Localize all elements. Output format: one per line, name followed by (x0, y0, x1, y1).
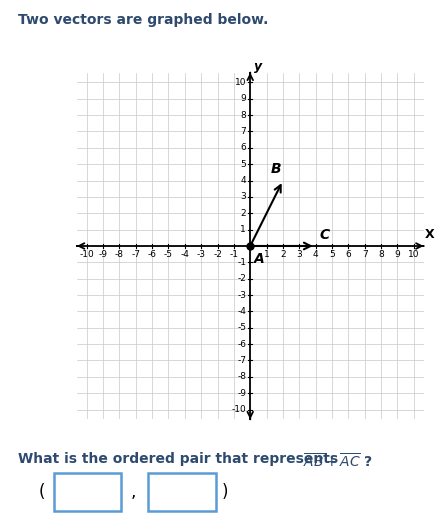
Text: ,: , (131, 483, 136, 501)
FancyBboxPatch shape (148, 473, 215, 511)
Text: -1: -1 (237, 258, 246, 267)
Text: C: C (319, 228, 329, 242)
Text: X: X (424, 228, 433, 241)
Text: -5: -5 (163, 250, 173, 259)
Text: 8: 8 (240, 111, 246, 120)
Text: y: y (253, 60, 261, 72)
Text: A: A (253, 252, 264, 266)
Text: 2: 2 (240, 209, 246, 218)
Text: 7: 7 (240, 127, 246, 136)
Text: 6: 6 (240, 143, 246, 152)
Text: ): ) (222, 483, 228, 501)
Text: -5: -5 (237, 323, 246, 332)
Text: -3: -3 (237, 290, 246, 299)
Text: -6: -6 (237, 340, 246, 349)
Text: -6: -6 (147, 250, 156, 259)
Text: 1: 1 (240, 225, 246, 234)
Text: -7: -7 (131, 250, 140, 259)
Text: -9: -9 (98, 250, 107, 259)
Text: $\overline{AB}+\overline{AC}$ ?: $\overline{AB}+\overline{AC}$ ? (302, 452, 372, 471)
Text: 2: 2 (279, 250, 285, 259)
Text: 10: 10 (407, 250, 419, 259)
Text: 9: 9 (394, 250, 399, 259)
Text: -10: -10 (231, 405, 246, 414)
Text: 4: 4 (312, 250, 318, 259)
Text: -2: -2 (237, 274, 246, 283)
Text: 3: 3 (296, 250, 301, 259)
Text: -9: -9 (237, 389, 246, 398)
Text: -2: -2 (212, 250, 222, 259)
Text: 8: 8 (378, 250, 383, 259)
Text: 10: 10 (234, 78, 246, 87)
Text: -10: -10 (79, 250, 94, 259)
Text: 1: 1 (263, 250, 269, 259)
Text: -4: -4 (237, 307, 246, 316)
Text: 5: 5 (240, 160, 246, 169)
Text: 4: 4 (240, 176, 246, 185)
FancyBboxPatch shape (53, 473, 121, 511)
Text: -8: -8 (115, 250, 124, 259)
Text: (: ( (39, 483, 45, 501)
Text: -8: -8 (237, 372, 246, 381)
Text: 5: 5 (328, 250, 334, 259)
Text: 7: 7 (361, 250, 367, 259)
Text: B: B (270, 162, 281, 176)
Text: What is the ordered pair that represents: What is the ordered pair that represents (18, 452, 342, 466)
Text: -7: -7 (237, 356, 246, 365)
Text: -3: -3 (196, 250, 205, 259)
Text: -4: -4 (180, 250, 189, 259)
Text: Two vectors are graphed below.: Two vectors are graphed below. (18, 13, 267, 27)
Text: 9: 9 (240, 94, 246, 103)
Text: 6: 6 (345, 250, 350, 259)
Text: -1: -1 (229, 250, 238, 259)
Text: 3: 3 (240, 193, 246, 202)
